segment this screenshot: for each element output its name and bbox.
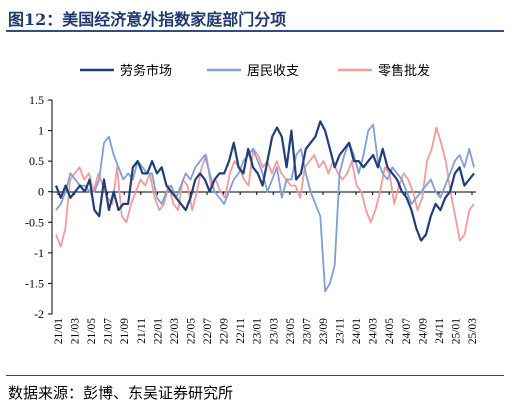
data-source: 数据来源：彭博、东吴证券研究所 [8,384,234,402]
x-tick-label: 25/03 [467,318,479,344]
legend-label-1: 居民收支 [247,64,299,79]
x-tick-label: 22/05 [185,318,197,344]
legend-label-0: 劳务市场 [120,63,172,79]
x-tick-label: 21/01 [53,318,65,344]
title-divider [6,30,504,32]
x-tick-label: 24/09 [417,318,429,344]
y-tick-label: -2 [34,307,44,321]
x-tick-label: 24/05 [384,318,396,344]
x-tick-label: 23/11 [335,318,347,344]
x-tick-label: 22/01 [152,318,164,344]
y-tick-label: 1.5 [29,93,44,107]
chart-title: 图12：美国经济意外指数家庭部门分项 [8,10,287,29]
series-line-1 [55,123,475,293]
source-divider [6,375,504,376]
x-tick-label: 25/01 [450,318,462,344]
series-line-2 [55,126,475,248]
x-tick-label: 21/11 [136,318,148,344]
legend-label-2: 零售批发 [378,63,430,79]
x-tick-label: 24/01 [351,318,363,344]
x-tick-label: 22/03 [169,318,181,344]
series-line-0 [54,120,475,242]
y-axis: 1.5 1 0.5 0 -0.5 -1 -1.5 -2 [25,93,53,321]
y-tick-label: -1 [34,246,44,260]
x-tick-label: 24/11 [434,318,446,344]
line-chart: 劳务市场 居民收支 零售批发 1.510.50-0.5-1-1.5-2 21/01 2… [25,63,479,344]
x-tick-label: 24/07 [401,318,413,344]
x-axis: 21/01 21/03 21/05 21/07 21/09 21/11 22/01 22/03… [52,191,479,344]
y-tick-label: 0 [38,185,44,199]
x-tick-label: 21/07 [103,318,115,344]
chart-legend: 劳务市场 居民收支 零售批发 [80,63,430,79]
x-tick-label: 23/09 [318,318,330,344]
y-tick-label: -1.5 [25,276,44,290]
x-tick-label: 21/03 [70,318,82,344]
x-tick-label: 22/07 [202,318,214,344]
x-tick-label: 22/09 [219,318,231,344]
series-lines [54,120,475,293]
x-tick-label: 23/07 [301,318,313,344]
y-tick-label: 0.5 [29,154,44,168]
x-tick-label: 22/11 [235,318,247,344]
x-tick-label: 23/05 [285,318,297,344]
y-tick-label: -0.5 [25,215,44,229]
x-tick-label: 23/01 [252,318,264,344]
x-tick-label: 21/09 [119,318,131,344]
x-tick-label: 21/05 [86,318,98,344]
x-tick-label: 23/03 [268,318,280,344]
y-tick-label: 1 [38,124,44,138]
x-tick-label: 24/03 [368,318,380,344]
